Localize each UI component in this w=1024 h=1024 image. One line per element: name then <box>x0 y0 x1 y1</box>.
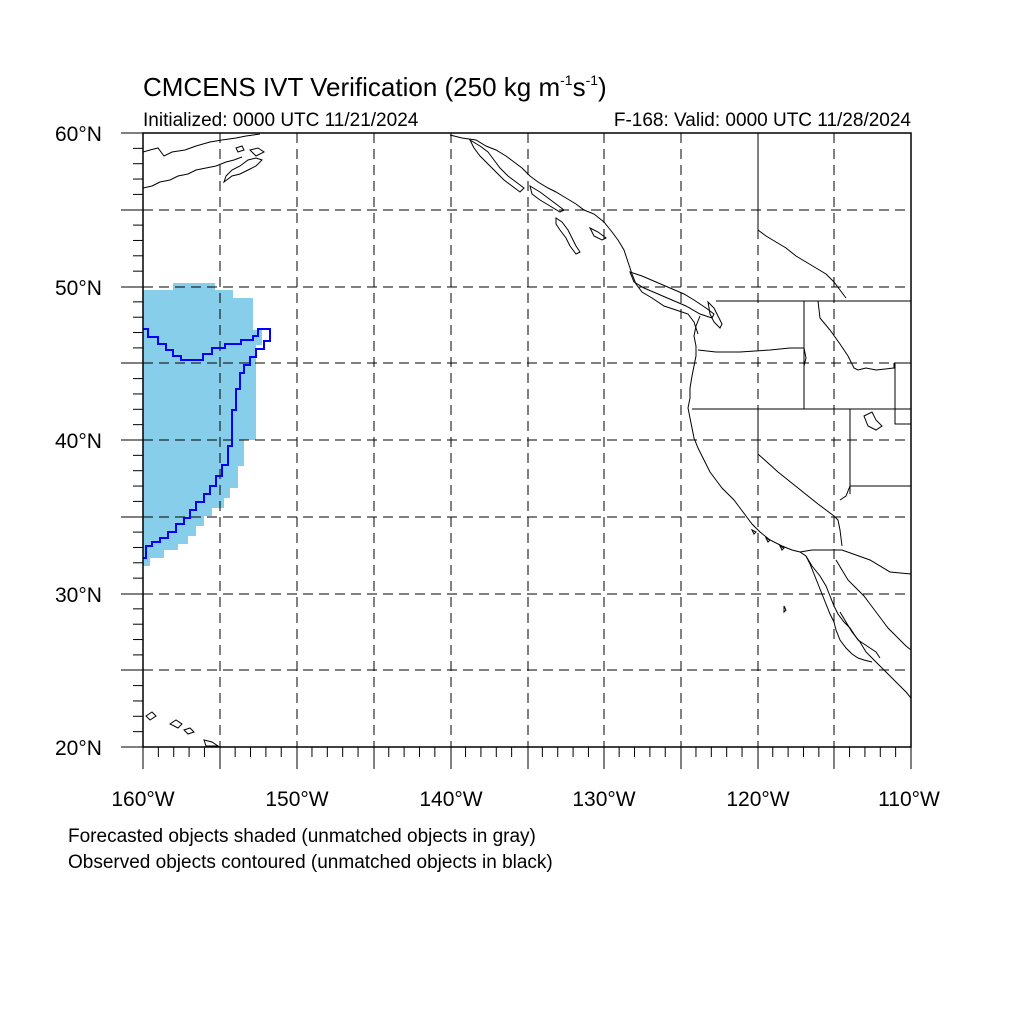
nevada-arizona-river <box>839 485 851 501</box>
alaska-peninsula <box>143 156 243 189</box>
legend-forecast-note: Forecasted objects shaded (unmatched obj… <box>68 826 536 847</box>
mexico-mainland-coast <box>839 611 911 699</box>
lat-label-60n: 60°N <box>55 123 102 146</box>
alaska-islets <box>235 145 265 157</box>
puget-sound <box>707 300 723 329</box>
title-close: ) <box>598 72 607 102</box>
bc-inner-islands <box>529 184 607 241</box>
lon-label-120w: 120°W <box>726 788 789 811</box>
hawaii-kauai <box>145 711 157 721</box>
axis-minor-ticks <box>133 147 897 757</box>
vancouver-island <box>629 271 715 319</box>
valid-time: F-168: Valid: 0000 UTC 11/28/2024 <box>613 110 911 131</box>
baja-west-coast <box>805 555 881 659</box>
forecast-object <box>143 283 262 566</box>
lon-label-160w: 160°W <box>111 788 174 811</box>
bc-alberta-border <box>757 229 847 299</box>
lat-label-20n: 20°N <box>55 737 102 760</box>
idaho-montana-border <box>817 300 895 371</box>
lat-label-50n: 50°N <box>55 277 102 300</box>
title-exponent-2: -1 <box>585 72 599 88</box>
california-nevada-border <box>757 409 843 547</box>
us-mexico-border <box>799 549 911 575</box>
panhandle-coast <box>449 134 699 335</box>
hawaii-big-island <box>203 739 220 747</box>
gulf-of-california <box>835 559 911 651</box>
lat-label-40n: 40°N <box>55 430 102 453</box>
channel-islands <box>750 528 785 551</box>
title-mid: s <box>572 72 586 102</box>
legend-observed-note: Observed objects contoured (unmatched ob… <box>68 852 553 873</box>
haida-gwaii <box>555 217 581 255</box>
lat-label-30n: 30°N <box>55 584 102 607</box>
lon-label-110w: 110°W <box>878 788 940 811</box>
observed-ivt-contour <box>143 328 271 559</box>
initialized-time: Initialized: 0000 UTC 11/21/2024 <box>143 110 419 131</box>
plot-title: CMCENS IVT Verification (250 kg m-1s-1) <box>143 72 607 103</box>
wyoming-utah-border <box>894 363 911 425</box>
coastlines <box>143 133 911 747</box>
kodiak-island <box>223 157 263 184</box>
title-exponent-1: -1 <box>560 72 573 88</box>
us-west-coast <box>687 315 873 663</box>
lon-label-150w: 150°W <box>265 788 328 811</box>
guadalupe-island <box>783 605 787 614</box>
lon-label-140w: 140°W <box>419 788 482 811</box>
axis-ticks <box>121 132 912 769</box>
great-salt-lake <box>863 411 883 431</box>
lat-lon-grid <box>143 133 911 747</box>
observed-object <box>143 328 271 559</box>
forecast-ivt-shading <box>143 283 262 566</box>
hawaii-oahu-maui <box>169 719 195 735</box>
alaska-coast <box>143 133 261 157</box>
panhandle-islands <box>468 138 525 193</box>
title-main: CMCENS IVT Verification (250 kg m <box>143 72 561 102</box>
lon-label-130w: 130°W <box>572 788 635 811</box>
washington-oregon-border <box>697 347 807 367</box>
